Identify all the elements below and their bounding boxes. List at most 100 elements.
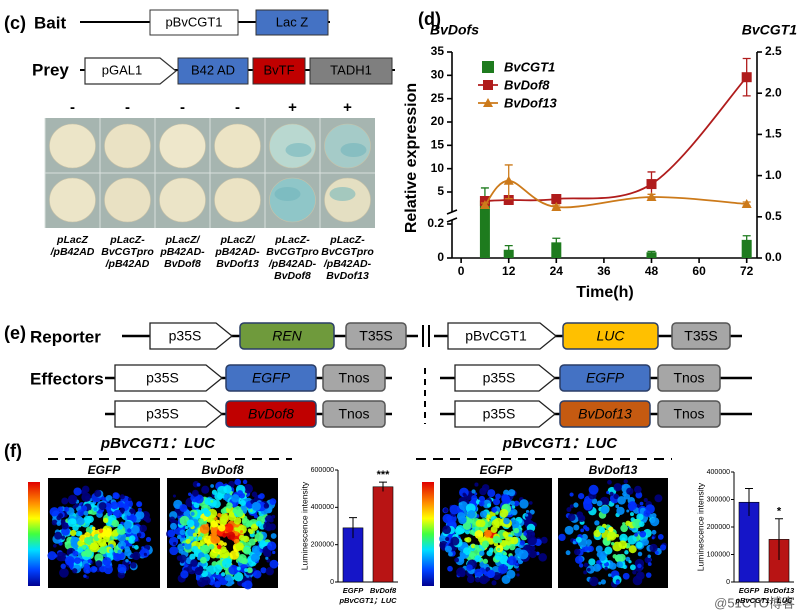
construct-box [322,400,386,428]
signal-spot [486,570,495,578]
signal-spot [126,512,131,516]
signal-spot [91,526,96,531]
image-group-title: pBvCGT1：LUC [502,435,618,452]
colony-stain [285,143,312,157]
signal-spot [575,536,582,543]
construct-box [149,9,239,36]
colony-stain [329,187,356,201]
signal-spot [74,503,79,508]
signal-spot [80,505,88,512]
signal-spot [527,535,537,546]
color-scale [28,482,40,586]
signal-spot [445,536,450,542]
signal-spot [639,572,644,577]
signal-spot [193,502,200,509]
signal-spot [491,580,497,586]
marker [483,80,493,90]
y-tick-label: 0 [726,579,730,586]
marker [503,195,514,205]
signal-spot [587,545,594,552]
sign: - [235,99,240,116]
signal-spot [189,553,196,560]
x-tick-label: EGFP [343,586,364,595]
strain-label: pLacZ- [274,234,310,246]
signal-spot [454,557,460,563]
signal-spot [596,500,603,507]
colony [214,123,261,169]
signal-spot [201,570,209,578]
signal-spot [84,537,92,545]
strain-label: pLacZ- [109,234,145,246]
signal-spot [647,554,652,559]
signal-spot [565,550,571,556]
signal-spot [221,558,232,569]
signal-spot [625,520,631,526]
signal-spot [474,568,483,577]
signal-spot [596,560,601,565]
signal-spot [217,512,222,518]
strain-label: /pB42AD [105,258,150,270]
promoter-arrow [447,322,558,350]
signal-spot [246,567,253,574]
signal-spot [259,540,267,547]
marker [741,72,752,83]
signal-spot [73,487,82,496]
signal-spot [604,546,613,555]
signal-spot [250,553,260,563]
signal-spot [208,543,215,550]
y-tick-label: 5 [437,184,444,198]
signal-spot [511,505,516,509]
signal-spot [170,522,177,530]
signal-spot [477,519,486,528]
strain-label: pLacZ/ [220,234,256,246]
signal-spot [483,529,492,538]
signal-spot [463,547,471,556]
signal-spot [470,543,476,549]
signal-spot [466,575,475,584]
strain-label: BvDof8 [164,258,201,270]
signal-spot [242,479,248,485]
signal-spot [610,541,615,546]
signal-spot [258,493,265,500]
signal-spot [210,484,215,488]
signal-spot [641,538,649,546]
sign: + [343,99,352,116]
signal-spot [566,507,572,513]
signal-spot [67,518,77,528]
signal-spot [103,564,113,575]
legend-label: BvDof13 [504,95,558,110]
signal-spot [448,551,453,557]
signal-spot [237,490,244,497]
bar [741,239,752,258]
signal-spot [516,567,520,572]
signal-spot [83,565,92,574]
signal-spot [265,567,274,576]
signal-spot [616,561,623,568]
legend-swatch [482,61,494,73]
signal-spot [647,562,652,566]
colony [104,123,151,169]
signal-spot [218,524,226,532]
marker [479,200,490,209]
signal-spot [210,520,218,528]
signal-spot [61,535,66,540]
y-tick-label: 100000 [707,551,730,558]
signal-spot [125,558,129,563]
signal-spot [228,512,237,522]
signal-spot [234,478,242,486]
colony [49,123,96,169]
signal-spot [186,519,195,528]
y-tick-label: 200000 [311,542,334,549]
construct-part: Tnos [338,406,369,422]
strain-label: pLacZ [56,234,89,246]
promoter-arrow [149,322,234,350]
signal-spot [236,566,241,571]
y2-tick-label: 1.0 [765,168,782,182]
strain-label: BvDof13 [326,270,369,282]
construct-box [225,400,317,428]
signal-spot [255,520,262,527]
signal-spot [580,528,585,533]
strain-label: BvDof8 [274,270,311,282]
signal-spot [574,555,584,564]
signal-spot [207,508,218,519]
